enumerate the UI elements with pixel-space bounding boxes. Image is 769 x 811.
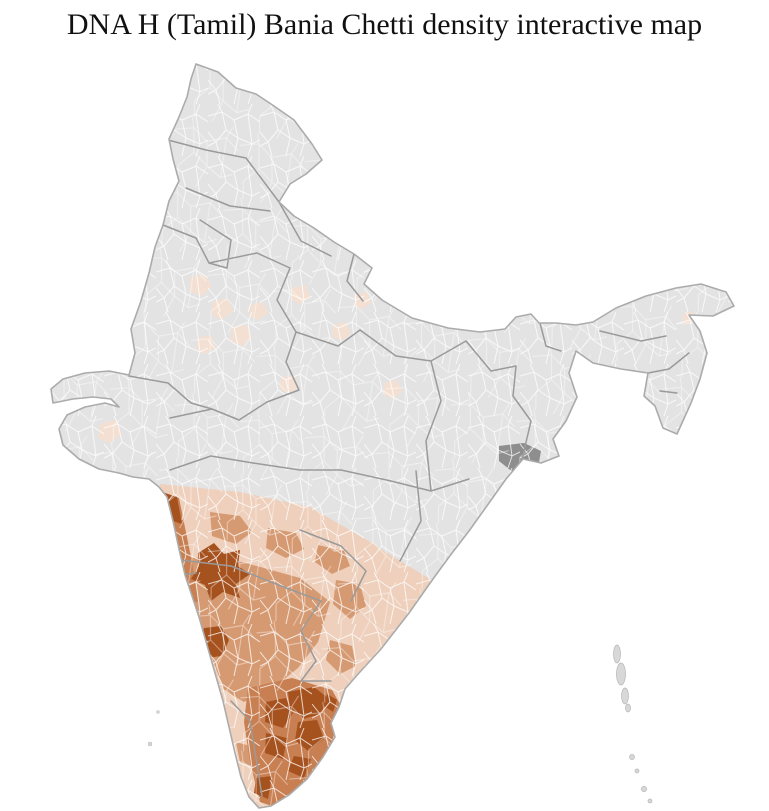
island-shape[interactable]: [616, 662, 626, 686]
island-shape[interactable]: [156, 710, 160, 714]
island-shape[interactable]: [647, 798, 653, 804]
island-shape[interactable]: [629, 754, 635, 760]
island-shape[interactable]: [621, 687, 629, 705]
lakshadweep-islands[interactable]: [147, 710, 160, 747]
andaman-nicobar-islands[interactable]: [613, 644, 653, 804]
island-shape[interactable]: [634, 768, 640, 774]
india-outline: [50, 63, 735, 809]
island-shape[interactable]: [147, 741, 153, 747]
island-shape[interactable]: [625, 703, 631, 713]
island-shape[interactable]: [613, 644, 621, 664]
page-title: DNA H (Tamil) Bania Chetti density inter…: [66, 8, 703, 41]
island-shape[interactable]: [641, 786, 647, 792]
